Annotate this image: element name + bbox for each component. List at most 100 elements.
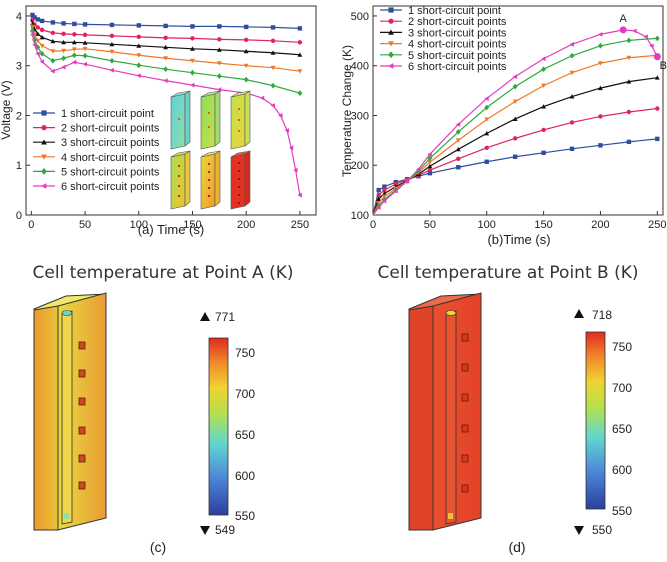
chart-a-xlabel: (a) Time (s) <box>138 222 204 237</box>
colorbar-d-max: 718 <box>592 308 612 322</box>
max-marker-icon <box>200 312 210 321</box>
data-point <box>376 203 382 209</box>
colorbar-d: 718 550 750 700 650 600 550 <box>574 308 632 537</box>
inset-cell-2 <box>200 90 221 150</box>
data-point <box>109 57 115 64</box>
colorbar-c-tick-650: 650 <box>235 428 255 442</box>
data-point <box>382 187 387 193</box>
panel-d-title: Cell temperature at Point B (K) <box>377 263 638 283</box>
legend-label: 3 short-circuit points <box>408 27 507 39</box>
data-point <box>643 34 648 40</box>
data-point <box>382 184 387 189</box>
data-point <box>456 156 461 161</box>
x-tick-label: 150 <box>534 219 552 231</box>
colorbar-d-min: 550 <box>592 523 612 537</box>
data-point <box>136 62 142 69</box>
data-point <box>39 27 45 33</box>
legend-marker <box>388 63 394 69</box>
data-point <box>270 50 276 55</box>
legend-marker <box>41 125 47 131</box>
legend-label: 2 short-circuit points <box>408 16 507 28</box>
chart-a-ylabel: Voltage (V) <box>0 80 13 139</box>
data-point <box>455 146 461 152</box>
data-point <box>216 61 222 66</box>
data-point <box>569 94 575 99</box>
data-point <box>217 24 222 29</box>
legend-label: 5 short-circuit points <box>408 50 507 62</box>
data-point <box>297 90 303 96</box>
y-tick-label: 4 <box>16 11 22 23</box>
colorbar-d-tick-700: 700 <box>612 381 632 395</box>
data-point <box>484 159 489 164</box>
data-point <box>598 61 603 66</box>
data-point <box>569 52 575 59</box>
series-line <box>372 107 658 216</box>
legend-label: 3 short-circuit points <box>61 137 160 149</box>
data-point <box>484 130 490 136</box>
data-point <box>381 196 387 203</box>
data-point <box>393 181 398 187</box>
panel-c-label: (c) <box>150 539 166 555</box>
legend-marker <box>41 139 47 145</box>
legend-item: 6 short-circuit points <box>33 181 160 193</box>
data-point <box>484 145 489 151</box>
data-point <box>39 34 45 40</box>
data-point <box>39 50 45 57</box>
data-point <box>598 143 603 148</box>
data-point <box>484 96 489 101</box>
data-point <box>39 43 45 49</box>
data-point <box>82 46 88 52</box>
x-tick-label: 150 <box>183 219 201 231</box>
colorbar-c-tick-700: 700 <box>235 387 255 401</box>
data-point <box>512 99 518 104</box>
data-point <box>512 116 518 121</box>
series-3 <box>372 75 660 216</box>
chart-b-series <box>372 27 660 216</box>
data-point <box>82 52 88 59</box>
data-point <box>654 35 660 42</box>
data-point <box>71 52 77 59</box>
data-point <box>61 55 67 62</box>
data-point <box>216 73 222 80</box>
data-point <box>456 165 461 170</box>
panel-c-title: Cell temperature at Point A (K) <box>33 263 294 283</box>
data-point <box>427 151 432 157</box>
data-point <box>270 103 276 108</box>
data-point <box>72 32 77 37</box>
series-5 <box>372 35 660 216</box>
legend-label: 2 short-circuit points <box>61 123 160 135</box>
annotation-label: B <box>660 60 667 72</box>
chart-b-frame <box>372 5 664 216</box>
series-line <box>30 29 301 196</box>
inset-cell-4 <box>170 150 191 210</box>
data-point <box>288 145 294 151</box>
legend-label: 1 short-circuit point <box>61 108 154 120</box>
data-point <box>569 41 574 47</box>
chart-b-ylabel: Temperature Change (K) <box>340 45 354 177</box>
data-point <box>569 120 575 125</box>
inset-cell-3 <box>230 90 251 150</box>
legend-item: 2 short-circuit points <box>380 16 507 28</box>
y-tick-label: 1 <box>16 160 22 172</box>
min-marker-icon <box>574 526 584 535</box>
data-point <box>541 150 546 155</box>
data-point <box>32 36 38 43</box>
data-point <box>50 57 56 64</box>
legend-label: 4 short-circuit points <box>61 152 160 164</box>
data-point <box>109 22 115 28</box>
data-point <box>136 53 142 58</box>
x-tick-label: 100 <box>130 219 148 231</box>
cell-model-a <box>33 292 107 531</box>
series-2 <box>30 16 303 45</box>
data-point <box>541 127 546 133</box>
colorbar-d-tick-600: 600 <box>612 463 632 477</box>
data-point <box>626 109 632 115</box>
data-point <box>71 59 77 65</box>
series-2 <box>372 106 660 216</box>
data-point <box>626 37 632 44</box>
legend-label: 5 short-circuit points <box>61 166 160 178</box>
data-point <box>243 63 249 69</box>
data-point <box>243 76 249 83</box>
data-point <box>569 146 575 152</box>
data-point <box>163 35 168 41</box>
